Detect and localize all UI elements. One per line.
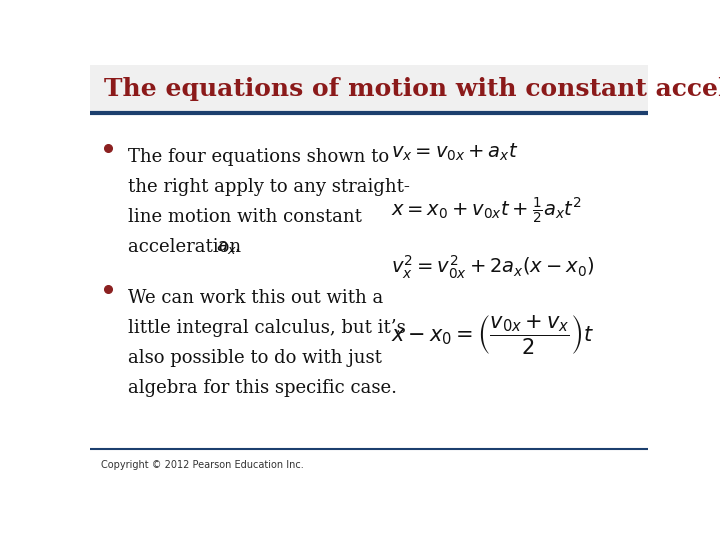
Text: little integral calculus, but it’s: little integral calculus, but it’s [128, 319, 405, 338]
Text: $v_x = v_{0x} + a_x t$: $v_x = v_{0x} + a_x t$ [392, 141, 519, 163]
Text: line motion with constant: line motion with constant [128, 208, 362, 226]
Text: algebra for this specific case.: algebra for this specific case. [128, 379, 397, 397]
Text: We can work this out with a: We can work this out with a [128, 289, 383, 307]
Text: acceleration: acceleration [128, 238, 247, 256]
Text: The four equations shown to: The four equations shown to [128, 148, 389, 166]
Text: The equations of motion with constant acceleration: The equations of motion with constant ac… [104, 77, 720, 100]
Text: $x = x_0 + v_{0x}t + \frac{1}{2}a_x t^2$: $x = x_0 + v_{0x}t + \frac{1}{2}a_x t^2$ [392, 196, 582, 226]
FancyBboxPatch shape [90, 65, 648, 113]
Text: also possible to do with just: also possible to do with just [128, 349, 382, 367]
Text: $v_x^2 = v_{0x}^2 + 2a_x\left(x - x_0\right)$: $v_x^2 = v_{0x}^2 + 2a_x\left(x - x_0\ri… [392, 254, 595, 281]
Text: Copyright © 2012 Pearson Education Inc.: Copyright © 2012 Pearson Education Inc. [101, 460, 304, 470]
Text: $x - x_0 = \left(\dfrac{v_{0x} + v_x}{2}\right)t$: $x - x_0 = \left(\dfrac{v_{0x} + v_x}{2}… [392, 314, 594, 357]
Text: the right apply to any straight-: the right apply to any straight- [128, 178, 410, 196]
Text: $a_x$.: $a_x$. [216, 238, 241, 256]
